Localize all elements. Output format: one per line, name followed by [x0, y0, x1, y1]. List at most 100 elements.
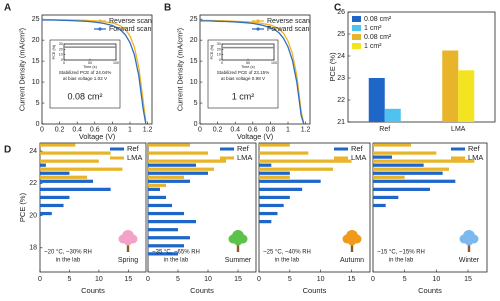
y-tick-label: 10	[217, 53, 221, 57]
hist-bar	[40, 211, 52, 216]
x-tick-label: 0.4	[72, 126, 82, 133]
x-tick-label: 1	[286, 126, 290, 133]
y-tick-label: 20	[190, 37, 198, 44]
x-tick-label: 0	[38, 276, 42, 283]
x-tick-label: LMA	[451, 126, 466, 133]
y-axis-label: Current Density (mA/cm²)	[17, 28, 26, 111]
x-tick-label: 5	[403, 276, 407, 283]
x-tick-label: 15	[234, 276, 242, 283]
hist-bar	[259, 187, 303, 191]
hist-bar	[259, 195, 290, 200]
legend-label: Reverse scan	[109, 18, 152, 25]
hist-bar	[40, 167, 123, 171]
legend-marker	[98, 27, 102, 31]
hist-bar	[148, 236, 190, 240]
y-tick-label: 30	[59, 42, 63, 46]
legend-label: Forward scan	[109, 26, 152, 33]
x-tick-label: 10	[317, 276, 325, 283]
legend-label: 0.08 cm²	[364, 34, 392, 41]
x-tick-label: 15	[464, 276, 472, 283]
tree-trunk	[236, 242, 240, 252]
bar	[384, 108, 401, 122]
hist-bar	[373, 187, 430, 191]
hist-bar	[40, 179, 93, 183]
y-tick-label: 23	[337, 75, 345, 82]
y-tick-label: 0	[36, 121, 40, 128]
x-axis-label: Counts	[303, 286, 327, 295]
hist-bar	[40, 159, 99, 163]
axes-frame	[39, 142, 147, 273]
x-tick-label: Ref	[379, 126, 390, 133]
series-line	[42, 19, 147, 125]
y-tick-label: 5	[194, 100, 198, 107]
x-tick-label: 50	[88, 61, 92, 65]
hist-bar	[259, 219, 272, 224]
inset-box	[207, 39, 279, 109]
season-label: Summer	[225, 257, 252, 264]
y-tick-label: 0	[219, 58, 221, 62]
y-axis-label: PCE (%)	[18, 192, 27, 222]
hist-bar	[40, 171, 70, 175]
hist-bar	[148, 171, 208, 175]
y-tick-label: 22	[337, 97, 345, 104]
legend-label: LMA	[468, 153, 483, 162]
tree-trunk	[126, 242, 130, 252]
x-tick-label: 0.4	[230, 126, 240, 133]
hist-bar	[148, 159, 226, 163]
y-axis-label: Current Density (mA/cm²)	[175, 28, 184, 111]
x-tick-label: 0.2	[213, 126, 223, 133]
legend-swatch	[352, 25, 361, 31]
x-tick-label: 1.2	[301, 126, 311, 133]
hist-bar	[148, 195, 166, 200]
annotation: Stabilized PCE of 23.15%	[217, 70, 270, 75]
hist-bar	[148, 151, 208, 155]
legend-swatch	[334, 147, 348, 151]
bar	[442, 50, 459, 122]
legend-label: Ref	[468, 144, 481, 153]
condition-label: ~25 °C, ~40% RH	[263, 250, 311, 256]
hist-bar	[40, 187, 111, 191]
hist-bar	[40, 143, 76, 147]
x-tick-label: 5	[288, 276, 292, 283]
legend-swatch	[220, 147, 234, 151]
x-tick-label: 0	[146, 276, 150, 283]
x-tick-label: 0	[198, 126, 202, 133]
hist-bar	[148, 228, 178, 232]
tree-trunk	[467, 242, 471, 252]
season-label: Winter	[459, 257, 480, 264]
hist-bar	[259, 163, 272, 167]
x-tick-label: 100	[113, 61, 119, 65]
season-label: Spring	[118, 257, 138, 264]
hist-bar	[148, 167, 214, 171]
axes-frame	[199, 14, 311, 125]
y-tick-label: 20	[59, 47, 63, 51]
hist-bar	[259, 143, 290, 147]
hist-bar	[148, 211, 184, 216]
condition-label: ~35 °C, ~65% RH	[152, 250, 200, 256]
season-label: Autumn	[340, 257, 364, 264]
x-axis-label: Counts	[418, 286, 442, 295]
legend-label: 1 cm²	[364, 25, 382, 32]
hist-bar	[373, 151, 437, 155]
hist-bar	[148, 175, 184, 179]
condition-label: in the lab	[164, 258, 189, 264]
y-tick-label: 24	[29, 148, 37, 155]
hist-bar	[373, 171, 443, 175]
y-tick-label: 15	[32, 58, 40, 65]
x-axis-label: Time (s)	[83, 65, 97, 69]
y-tick-label: 0	[194, 121, 198, 128]
legend-swatch	[334, 156, 348, 160]
legend-label: Ref	[237, 144, 250, 153]
series-line	[200, 20, 305, 125]
y-tick-label: 0	[61, 58, 63, 62]
x-tick-label: 50	[246, 61, 250, 65]
x-axis-label: Time (s)	[241, 65, 255, 69]
x-tick-label: 1	[128, 126, 132, 133]
hist-bar	[148, 252, 178, 256]
x-tick-label: 10	[95, 276, 103, 283]
x-tick-label: 15	[348, 276, 356, 283]
x-tick-label: 5	[67, 276, 71, 283]
axes-frame	[147, 142, 257, 273]
legend-swatch	[110, 147, 124, 151]
